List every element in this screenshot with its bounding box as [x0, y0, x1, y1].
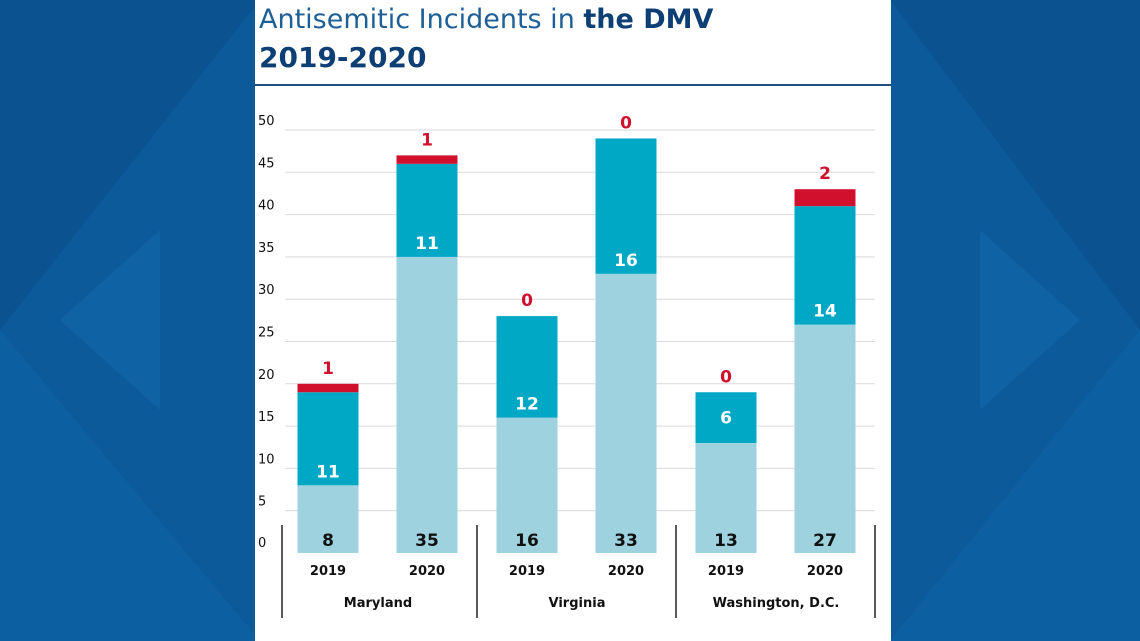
bar-segment-middle — [496, 316, 558, 418]
x-tick-label: 2019 — [509, 564, 545, 579]
data-label-top: 2 — [819, 164, 831, 184]
data-label-middle: 6 — [720, 409, 732, 429]
y-tick-label: 40 — [258, 199, 275, 214]
bar-segment-base — [496, 417, 558, 553]
group-label: Maryland — [344, 596, 412, 611]
bar-segment-base — [297, 485, 359, 553]
y-tick-label: 45 — [258, 156, 275, 171]
title-part-1: Antisemitic Incidents in — [259, 4, 584, 35]
title-line-2: 2019-2020 — [259, 41, 427, 74]
data-label-base: 13 — [714, 531, 738, 551]
chart-panel: Antisemitic Incidents in the DMV 2019-20… — [255, 0, 891, 641]
bar-segment-top — [297, 383, 359, 393]
data-label-base: 16 — [515, 531, 539, 551]
title-divider — [255, 84, 891, 86]
y-tick-label: 10 — [258, 452, 275, 467]
x-tick-label: 2019 — [708, 564, 744, 579]
data-label-top: 0 — [521, 291, 533, 311]
y-tick-label: 0 — [258, 536, 266, 551]
data-label-middle: 16 — [614, 251, 638, 271]
bar-segment-top — [396, 155, 458, 164]
data-label-top: 1 — [322, 359, 334, 379]
data-label-middle: 11 — [316, 462, 340, 482]
data-label-middle: 12 — [515, 395, 539, 415]
bar-segment-base — [595, 273, 657, 553]
y-tick-label: 20 — [258, 368, 275, 383]
y-tick-label: 35 — [258, 241, 275, 256]
y-tick-label: 15 — [258, 410, 275, 425]
title-line-1: Antisemitic Incidents in the DMV — [259, 2, 713, 38]
x-tick-label: 2020 — [409, 564, 445, 579]
bar-segment-middle — [595, 138, 657, 274]
bar-segment-base — [794, 324, 856, 553]
bar-segment-base — [396, 256, 458, 553]
y-tick-label: 30 — [258, 283, 275, 298]
chart-title: Antisemitic Incidents in the DMV 2019-20… — [259, 2, 713, 78]
data-label-top: 0 — [720, 367, 732, 387]
bar-segment-base — [695, 443, 757, 553]
stacked-bar-chart: 0510152025303540455081112019351112020161… — [258, 113, 876, 618]
y-tick-label: 25 — [258, 326, 275, 341]
data-label-top: 0 — [620, 113, 632, 133]
x-tick-label: 2020 — [807, 564, 843, 579]
title-part-2: the DMV — [583, 4, 714, 35]
data-label-base: 27 — [813, 531, 837, 551]
y-tick-label: 5 — [258, 495, 266, 510]
bar-segment-middle — [794, 206, 856, 325]
bar-segment-middle — [396, 163, 458, 257]
bar-segment-middle — [297, 392, 359, 486]
x-tick-label: 2019 — [310, 564, 346, 579]
x-tick-label: 2020 — [608, 564, 644, 579]
data-label-base: 33 — [614, 531, 638, 551]
y-tick-label: 50 — [258, 114, 275, 129]
bar-segment-middle — [695, 392, 757, 444]
data-label-middle: 11 — [415, 234, 439, 254]
group-label: Washington, D.C. — [713, 596, 840, 611]
data-label-middle: 14 — [813, 302, 837, 322]
data-label-top: 1 — [421, 130, 433, 150]
group-label: Virginia — [549, 596, 606, 611]
bar-segment-top — [794, 189, 856, 207]
data-label-base: 35 — [415, 531, 439, 551]
data-label-base: 8 — [322, 531, 334, 551]
